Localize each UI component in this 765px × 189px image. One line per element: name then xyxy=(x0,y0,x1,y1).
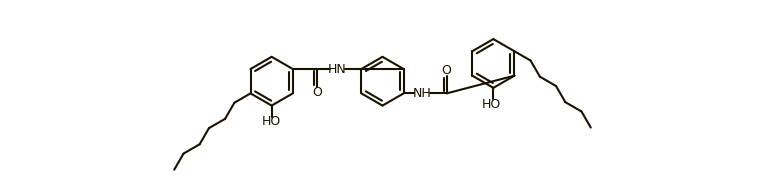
Text: HN: HN xyxy=(327,63,347,75)
Text: O: O xyxy=(441,64,451,77)
Text: HO: HO xyxy=(481,98,501,111)
Text: HO: HO xyxy=(262,115,282,129)
Text: NH: NH xyxy=(413,87,431,100)
Text: O: O xyxy=(312,86,322,98)
